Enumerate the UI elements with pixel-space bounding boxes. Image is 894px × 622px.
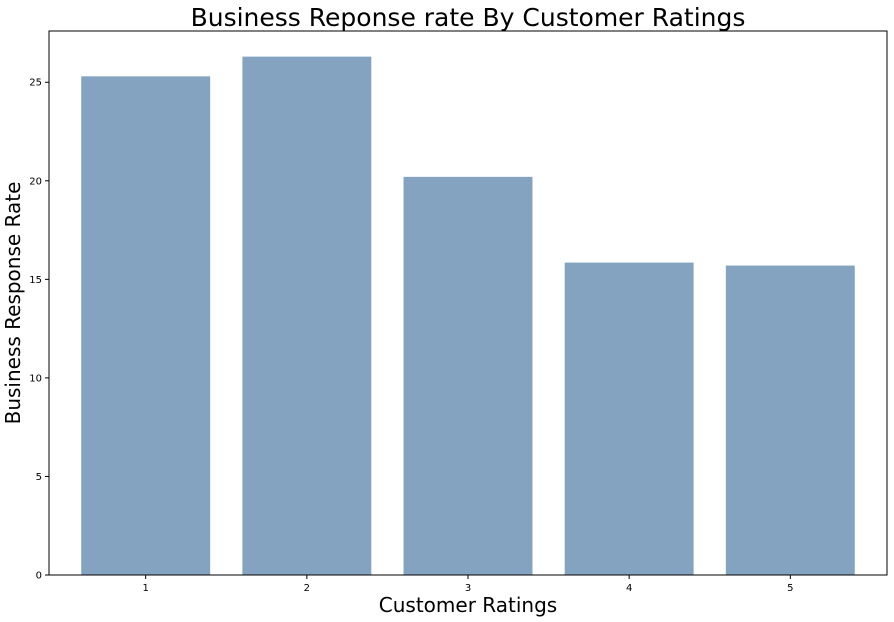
x-tick-label: 5 — [787, 583, 793, 594]
bar-rating-2 — [242, 56, 372, 576]
y-ticks-group: 0 5 10 15 20 25 — [29, 78, 49, 582]
bar-rating-3 — [403, 176, 533, 575]
x-ticks-group: 1 2 3 4 5 — [143, 575, 793, 594]
x-tick-label: 1 — [143, 583, 149, 594]
x-tick-label: 3 — [465, 583, 471, 594]
plot-frame — [48, 30, 888, 576]
x-tick-label: 4 — [626, 583, 632, 594]
bar-rating-4 — [564, 262, 694, 575]
x-axis-label: Customer Ratings — [379, 593, 557, 617]
y-tick-label: 0 — [36, 571, 42, 582]
bar-rating-1 — [81, 76, 211, 575]
x-tick-label: 2 — [304, 583, 310, 594]
chart-title: Business Reponse rate By Customer Rating… — [191, 3, 746, 32]
bars-group — [81, 56, 855, 576]
y-tick-label: 20 — [29, 176, 42, 187]
y-tick-label: 25 — [29, 78, 42, 89]
bar-rating-5 — [725, 265, 855, 575]
y-tick-label: 10 — [29, 373, 42, 384]
y-axis-label: Business Response Rate — [1, 182, 25, 425]
y-tick-label: 5 — [36, 472, 42, 483]
y-tick-label: 15 — [29, 275, 42, 286]
